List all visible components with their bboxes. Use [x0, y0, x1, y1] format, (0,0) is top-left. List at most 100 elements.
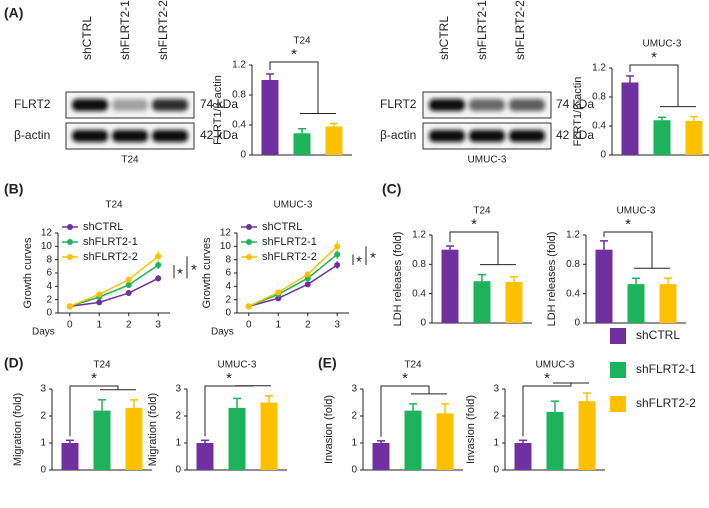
legend-marker	[67, 254, 73, 260]
blot-band	[469, 130, 505, 142]
legend-label: shCTRL	[636, 328, 680, 342]
size-label: 42 kDa	[556, 128, 594, 142]
y-tick-label: 8	[225, 254, 231, 265]
cell-line-label: T24	[121, 155, 139, 166]
panel-label: (B)	[4, 181, 23, 197]
chart-title: UMUC-3	[218, 360, 257, 371]
bar	[505, 281, 523, 323]
y-tick-label: 6	[46, 268, 52, 279]
bar	[441, 249, 459, 323]
y-tick-label: 10	[220, 241, 232, 252]
y-tick-label: 0	[600, 150, 606, 161]
legend-label: shFLRT2-1	[262, 236, 317, 248]
y-tick-label: 0.4	[566, 288, 580, 299]
series-line	[248, 264, 338, 308]
point	[304, 281, 311, 288]
point	[334, 243, 341, 250]
y-tick-label: 0	[225, 308, 231, 319]
chart-title: T24	[473, 206, 491, 217]
y-axis-label: Migration (fold)	[12, 393, 24, 466]
lane-label: shFLRT2-2	[513, 0, 527, 60]
blot-band	[152, 99, 188, 111]
y-tick-label: 0.8	[412, 259, 426, 270]
bar	[372, 443, 390, 470]
y-tick-label: 1.2	[412, 230, 426, 241]
y-tick-label: 8	[46, 254, 52, 265]
bar	[293, 133, 311, 155]
bar	[260, 402, 278, 470]
point	[96, 299, 103, 306]
point	[275, 289, 282, 296]
size-label: 74 kDa	[200, 97, 238, 111]
chart-title: T24	[404, 360, 422, 371]
y-tick-label: 3	[351, 384, 357, 395]
series-line	[248, 253, 338, 308]
chart-title: T24	[105, 200, 123, 211]
significance-star: *	[370, 250, 376, 267]
y-tick-label: 0	[420, 318, 426, 329]
y-tick-label: 0.8	[592, 92, 606, 103]
y-tick-label: 2	[46, 294, 52, 305]
y-tick-label: 10	[41, 241, 53, 252]
blot-band	[112, 130, 148, 142]
y-tick-label: 4	[225, 281, 231, 292]
y-tick-label: 0	[493, 465, 499, 476]
y-tick-label: 3	[175, 384, 181, 395]
blot-band	[509, 99, 545, 111]
x-tick-label: 3	[155, 320, 161, 331]
significance-star: *	[651, 49, 657, 66]
blot-band	[429, 130, 465, 142]
y-tick-label: 0	[40, 465, 46, 476]
y-tick-label: 0.4	[592, 121, 606, 132]
series-line	[69, 277, 159, 308]
point	[125, 282, 132, 288]
y-axis-label: Migration (fold)	[147, 393, 159, 466]
y-tick-label: 1.2	[592, 63, 606, 74]
legend-swatch	[610, 362, 626, 378]
y-tick-label: 1.2	[232, 60, 246, 71]
y-tick-label: 4	[46, 281, 52, 292]
significance-star: *	[291, 46, 297, 63]
bar	[261, 80, 279, 155]
series-line	[69, 264, 159, 308]
x-tick-label: 0	[246, 320, 252, 331]
y-axis-label: Growth curves	[22, 237, 34, 308]
y-tick-label: 0	[46, 308, 52, 319]
y-tick-label: 12	[220, 228, 232, 239]
y-tick-label: 6	[225, 268, 231, 279]
y-tick-label: 0	[175, 465, 181, 476]
y-axis-label: Invasion (fold)	[323, 395, 335, 464]
y-tick-label: 0.8	[232, 90, 246, 101]
significance-star: *	[91, 370, 97, 387]
legend-label: shFLRT2-1	[636, 362, 696, 376]
x-tick-label: 2	[305, 320, 311, 331]
bar	[578, 401, 596, 470]
x-axis-label: Days	[32, 327, 55, 338]
chart-title: UMUC-3	[274, 200, 313, 211]
legend-label: shCTRL	[262, 221, 302, 233]
bar	[404, 410, 422, 470]
legend-swatch	[610, 328, 626, 344]
bar	[653, 120, 671, 155]
point	[334, 251, 341, 258]
y-tick-label: 1.2	[566, 230, 580, 241]
y-axis-label: FLRT1/β-actin	[572, 77, 584, 147]
y-tick-label: 1	[493, 438, 499, 449]
significance-star: *	[356, 254, 362, 271]
y-tick-label: 3	[40, 384, 46, 395]
y-tick-label: 0	[351, 465, 357, 476]
significance-bracket	[603, 231, 653, 269]
y-tick-label: 3	[493, 384, 499, 395]
point	[66, 303, 73, 310]
series-line	[69, 255, 159, 308]
point	[155, 253, 162, 260]
y-axis-label: Invasion (fold)	[465, 395, 477, 464]
bar	[621, 82, 639, 155]
bar	[61, 443, 79, 470]
chart-title: T24	[293, 36, 311, 47]
y-tick-label: 0	[574, 318, 580, 329]
y-tick-label: 2	[40, 411, 46, 422]
point	[155, 275, 162, 282]
blot-band	[469, 99, 505, 111]
